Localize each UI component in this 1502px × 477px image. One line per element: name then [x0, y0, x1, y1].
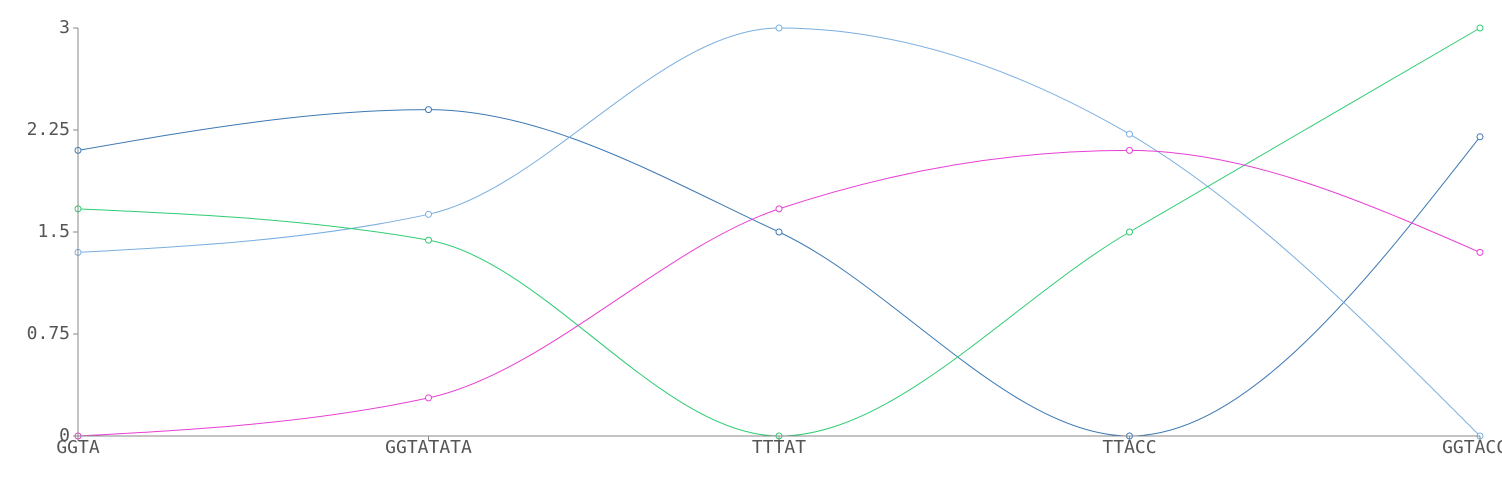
series-line-4 — [77, 149, 1481, 437]
x-tick-label: GGTACCA — [1442, 437, 1502, 458]
points-group — [74, 24, 1484, 440]
data-point-series-2[interactable] — [775, 24, 783, 32]
data-point-series-2[interactable] — [1126, 130, 1133, 138]
x-tick-label: GGTATATA — [385, 437, 472, 458]
data-point-series-4[interactable] — [775, 205, 783, 213]
y-tick-label: 0 — [59, 425, 70, 446]
y-tick-label: 0.75 — [27, 323, 70, 344]
x-tick-label: TTACC — [1102, 437, 1156, 458]
data-point-series-1[interactable] — [1476, 133, 1484, 141]
data-point-series-4[interactable] — [1476, 248, 1484, 256]
data-point-series-2[interactable] — [425, 210, 432, 218]
y-tick-label: 2.25 — [27, 119, 70, 140]
y-tick-label: 1.5 — [37, 221, 70, 242]
x-tick-label: GGTA — [56, 437, 100, 458]
data-point-series-4[interactable] — [425, 394, 432, 402]
data-point-series-3[interactable] — [1476, 24, 1484, 32]
axes: 00.751.52.253 GGTA GGTATATA TTTAT TTACC GGTA… — [27, 17, 1502, 458]
data-point-series-4[interactable] — [1126, 146, 1133, 154]
y-tick-label: 3 — [59, 17, 70, 38]
y-ticks: 0 0.75 1.5 2.25 3 — [27, 17, 78, 446]
data-point-series-1[interactable] — [425, 106, 432, 114]
data-point-series-1[interactable] — [775, 228, 783, 236]
data-point-series-3[interactable] — [425, 236, 432, 244]
x-ticks: GGTA GGTATATA TTTAT TTACC GGTACCA — [56, 436, 1502, 458]
x-tick-label: TTTAT — [752, 437, 806, 458]
series-line-1 — [77, 109, 1481, 437]
data-point-series-3[interactable] — [1126, 228, 1133, 236]
